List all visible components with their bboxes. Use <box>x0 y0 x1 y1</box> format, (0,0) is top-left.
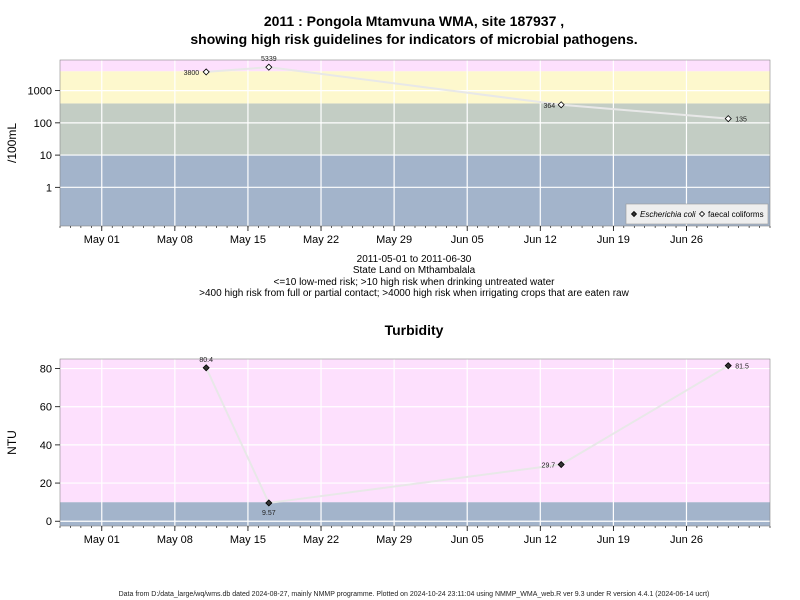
y-axis: 0 20 40 60 80 NTU <box>5 364 60 528</box>
legend-box <box>625 203 769 225</box>
data-label: 364 <box>543 103 555 110</box>
turbidity-plot: May 01 May 08 May 15 May 22 May 29 Jun 05 Jun … <box>5 357 771 546</box>
y-tick-label: 80 <box>40 364 52 376</box>
data-label: 9.57 <box>262 510 276 517</box>
risk-band-1 <box>60 103 770 156</box>
data-label: 135 <box>735 117 747 124</box>
x-tick-label: May 22 <box>303 534 339 546</box>
risk-band-3 <box>60 60 770 72</box>
risk-band-0 <box>60 502 770 526</box>
y-tick-label: 10 <box>40 150 52 162</box>
legend-label: faecal coliforms <box>708 210 764 219</box>
y-tick-label: 40 <box>40 440 52 452</box>
x-tick-label: Jun 19 <box>597 234 630 246</box>
x-tick-label: Jun 19 <box>597 534 630 546</box>
x-tick-label: May 15 <box>230 234 266 246</box>
caption-line-contact-risk: >400 high risk from full or partial cont… <box>199 288 629 299</box>
x-tick-label: Jun 12 <box>524 534 557 546</box>
x-axis: May 01 May 08 May 15 May 22 May 29 Jun 05 Jun … <box>59 226 771 246</box>
y-tick-label: 100 <box>34 118 52 130</box>
y-tick-label: 0 <box>46 516 52 528</box>
data-point <box>202 68 210 76</box>
y-axis-label: /100mL <box>5 123 19 163</box>
x-tick-label: May 29 <box>376 234 412 246</box>
chart-title-line-2: showing high risk guidelines for indicat… <box>190 31 637 47</box>
data-label: 5339 <box>261 56 277 63</box>
y-axis: 1 10 100 1000/100mL <box>5 86 60 194</box>
data-point <box>557 101 565 109</box>
risk-band-1 <box>60 359 770 503</box>
x-axis: May 01 May 08 May 15 May 22 May 29 Jun 05 Jun … <box>59 526 771 546</box>
x-tick-label: May 01 <box>84 534 120 546</box>
footer-note: Data from D:/data_large/wq/wms.db dated … <box>119 591 710 598</box>
y-axis-label: NTU <box>5 430 19 455</box>
data-point <box>724 362 732 370</box>
x-tick-label: May 08 <box>157 534 193 546</box>
caption-line-date-range: 2011-05-01 to 2011-06-30 <box>357 254 472 265</box>
data-point <box>724 115 732 123</box>
x-tick-label: May 08 <box>157 234 193 246</box>
data-point <box>265 63 273 71</box>
x-tick-label: May 15 <box>230 534 266 546</box>
data-point <box>202 364 210 372</box>
data-point <box>557 460 565 469</box>
data-point <box>265 499 273 507</box>
y-tick-label: 60 <box>40 402 52 414</box>
x-tick-label: Jun 05 <box>451 234 484 246</box>
data-label: 3800 <box>184 70 200 77</box>
data-label: 29.7 <box>542 463 556 470</box>
series: 3800 5339 364 135 <box>184 56 747 123</box>
y-tick-label: 20 <box>40 478 52 490</box>
y-tick-label: 1000 <box>28 86 52 98</box>
x-tick-label: May 22 <box>303 234 339 246</box>
data-label: 80.4 <box>199 357 213 364</box>
x-tick-label: Jun 05 <box>451 534 484 546</box>
caption-line-site: State Land on Mthambalala <box>353 265 476 276</box>
y-tick-label: 1 <box>46 182 52 194</box>
data-label: 81.5 <box>735 364 749 371</box>
risk-band-2 <box>60 71 770 104</box>
x-tick-label: Jun 26 <box>670 534 703 546</box>
series-line <box>205 364 729 505</box>
series-line <box>206 66 729 120</box>
caption-line-drinking-risk: <=10 low-med risk; >10 high risk when dr… <box>274 277 556 288</box>
legend-marker <box>698 210 706 218</box>
series: 80.4 9.57 29.7 81.5 <box>199 357 749 517</box>
x-tick-label: Jun 12 <box>524 234 557 246</box>
x-tick-label: May 29 <box>376 534 412 546</box>
x-tick-label: May 01 <box>84 234 120 246</box>
chart-title-line-1: 2011 : Pongola Mtamvuna WMA, site 187937… <box>264 13 564 29</box>
legend-label: Escherichia coli <box>640 210 696 219</box>
legend-marker <box>630 210 638 218</box>
x-tick-label: Jun 26 <box>670 234 703 246</box>
legend: Escherichia coli faecal coliforms <box>625 203 769 225</box>
turbidity-title: Turbidity <box>385 322 444 338</box>
microbial-plot: May 01 May 08 May 15 May 22 May 29 Jun 05 Jun … <box>5 56 771 246</box>
